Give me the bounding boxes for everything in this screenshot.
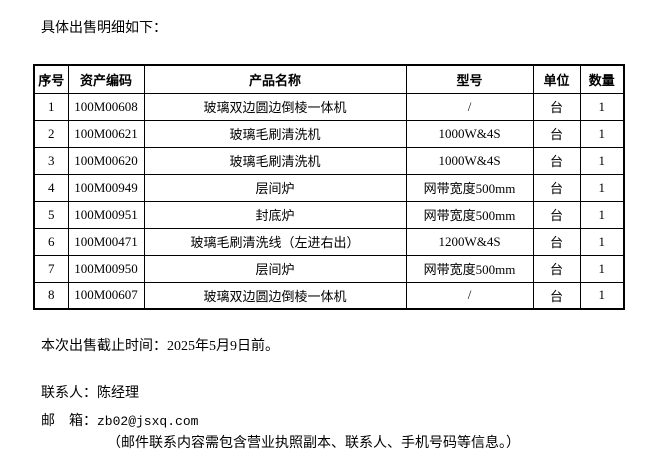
cell-model: 网带宽度500mm — [405, 173, 534, 202]
intro-text: 具体出售明细如下： — [41, 21, 167, 36]
cell-index: 8 — [33, 281, 69, 310]
cell-asset-code: 100M00607 — [67, 281, 145, 310]
cell-asset-code: 100M00950 — [67, 254, 145, 283]
cell-unit: 台 — [532, 281, 581, 310]
table-row: 2 100M00621 玻璃毛刷清洗机 1000W&4S 台 1 — [33, 119, 625, 148]
contact-person-text: 联系人：陈经理 — [41, 386, 139, 401]
email-address: zb02@jsxq.com — [97, 414, 199, 429]
cell-unit: 台 — [532, 200, 581, 229]
col-header-unit: 单位 — [532, 64, 581, 94]
cell-asset-code: 100M00621 — [67, 119, 145, 148]
table-row: 1 100M00608 玻璃双边圆边倒棱一体机 / 台 1 — [33, 92, 625, 121]
cell-model: 1200W&4S — [405, 227, 534, 256]
cell-model: / — [405, 281, 534, 310]
cell-asset-code: 100M00608 — [67, 92, 145, 121]
table-row: 3 100M00620 玻璃毛刷清洗机 1000W&4S 台 1 — [33, 146, 625, 175]
cell-asset-code: 100M00951 — [67, 200, 145, 229]
cell-index: 6 — [33, 227, 69, 256]
cell-quantity: 1 — [579, 173, 625, 202]
cell-unit: 台 — [532, 227, 581, 256]
cell-quantity: 1 — [579, 92, 625, 121]
cell-product-name: 玻璃毛刷清洗线（左进右出） — [143, 227, 407, 256]
cell-index: 2 — [33, 119, 69, 148]
cell-unit: 台 — [532, 173, 581, 202]
cell-model: / — [405, 92, 534, 121]
col-header-index: 序号 — [33, 64, 69, 94]
cell-product-name: 封底炉 — [143, 200, 407, 229]
email-label: 邮 箱： — [41, 414, 97, 429]
cell-unit: 台 — [532, 254, 581, 283]
col-header-product-name: 产品名称 — [143, 64, 407, 94]
cell-unit: 台 — [532, 119, 581, 148]
cell-asset-code: 100M00620 — [67, 146, 145, 175]
cell-quantity: 1 — [579, 200, 625, 229]
table-header-row: 序号 资产编码 产品名称 型号 单位 数量 — [33, 64, 625, 94]
email-line: 邮 箱：zb02@jsxq.com — [41, 414, 198, 430]
cell-model: 网带宽度500mm — [405, 254, 534, 283]
cell-quantity: 1 — [579, 227, 625, 256]
cell-index: 3 — [33, 146, 69, 175]
cell-quantity: 1 — [579, 146, 625, 175]
cell-product-name: 玻璃毛刷清洗机 — [143, 146, 407, 175]
deadline-text: 本次出售截止时间：2025年5月9日前。 — [41, 339, 279, 354]
cell-index: 5 — [33, 200, 69, 229]
table-row: 8 100M00607 玻璃双边圆边倒棱一体机 / 台 1 — [33, 281, 625, 310]
cell-asset-code: 100M00471 — [67, 227, 145, 256]
cell-quantity: 1 — [579, 119, 625, 148]
cell-product-name: 玻璃双边圆边倒棱一体机 — [143, 281, 407, 310]
cell-product-name: 层间炉 — [143, 254, 407, 283]
cell-model: 1000W&4S — [405, 119, 534, 148]
cell-index: 7 — [33, 254, 69, 283]
cell-index: 1 — [33, 92, 69, 121]
col-header-quantity: 数量 — [579, 64, 625, 94]
cell-model: 1000W&4S — [405, 146, 534, 175]
table-row: 6 100M00471 玻璃毛刷清洗线（左进右出） 1200W&4S 台 1 — [33, 227, 625, 256]
cell-unit: 台 — [532, 92, 581, 121]
asset-table: 序号 资产编码 产品名称 型号 单位 数量 1 100M00608 玻璃双边圆边… — [33, 64, 625, 310]
cell-unit: 台 — [532, 146, 581, 175]
cell-quantity: 1 — [579, 281, 625, 310]
col-header-model: 型号 — [405, 64, 534, 94]
cell-asset-code: 100M00949 — [67, 173, 145, 202]
cell-product-name: 玻璃双边圆边倒棱一体机 — [143, 92, 407, 121]
cell-product-name: 层间炉 — [143, 173, 407, 202]
table-row: 7 100M00950 层间炉 网带宽度500mm 台 1 — [33, 254, 625, 283]
table-row: 4 100M00949 层间炉 网带宽度500mm 台 1 — [33, 173, 625, 202]
cell-model: 网带宽度500mm — [405, 200, 534, 229]
cell-quantity: 1 — [579, 254, 625, 283]
cell-index: 4 — [33, 173, 69, 202]
cell-product-name: 玻璃毛刷清洗机 — [143, 119, 407, 148]
col-header-asset-code: 资产编码 — [67, 64, 145, 94]
table-row: 5 100M00951 封底炉 网带宽度500mm 台 1 — [33, 200, 625, 229]
email-note-text: （邮件联系内容需包含营业执照副本、联系人、手机号码等信息。） — [107, 436, 520, 451]
